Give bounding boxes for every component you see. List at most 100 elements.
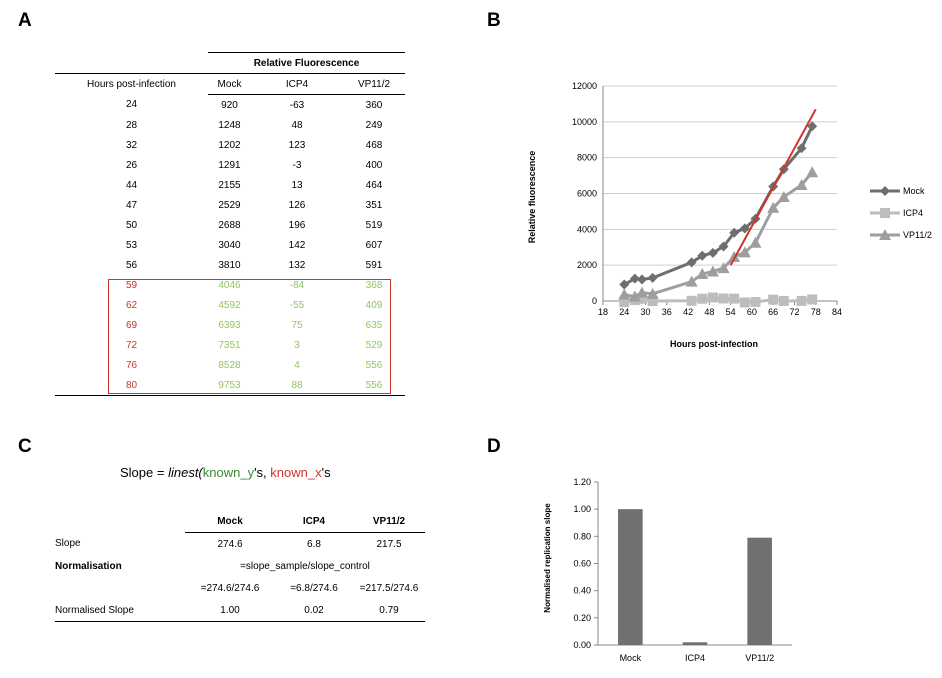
hours-cell: 62 bbox=[125, 299, 138, 311]
table-row: 76 8528 4 556 bbox=[55, 355, 405, 375]
data-point bbox=[807, 121, 818, 132]
value-cell: 2529 bbox=[218, 199, 241, 211]
table-row: Normalisation =slope_sample/slope_contro… bbox=[55, 555, 425, 577]
data-point bbox=[796, 143, 807, 154]
value-cell: 75 bbox=[291, 319, 303, 331]
value-cell: 88 bbox=[251, 375, 343, 396]
series-group bbox=[618, 121, 819, 308]
x-tick-label: 42 bbox=[683, 307, 693, 317]
data-point bbox=[628, 290, 641, 302]
value-cell: -3 bbox=[292, 159, 302, 171]
legend-marker bbox=[879, 229, 891, 240]
x-tick-label: VP11/2 bbox=[745, 653, 774, 663]
data-point bbox=[696, 268, 709, 280]
value-cell: 2688 bbox=[218, 219, 241, 231]
value-cell: 126 bbox=[288, 199, 306, 211]
hours-cell: 50 bbox=[125, 219, 138, 231]
normalised-vp11: 0.79 bbox=[353, 599, 425, 622]
table-row: =274.6/274.6 =6.8/274.6 =217.5/274.6 bbox=[55, 577, 425, 599]
table-row: 50 2688 196 519 bbox=[55, 215, 405, 235]
value-cell: 400 bbox=[365, 159, 383, 171]
data-point bbox=[806, 166, 819, 178]
value-cell: 123 bbox=[288, 139, 306, 151]
value-cell: 529 bbox=[365, 339, 383, 351]
panel-label-d: D bbox=[487, 436, 501, 457]
table-row: 24 920 -63 360 bbox=[55, 95, 405, 116]
table-row: Slope 274.6 6.8 217.5 bbox=[55, 533, 425, 556]
data-point bbox=[768, 294, 779, 305]
trendline bbox=[729, 108, 817, 266]
bars bbox=[618, 509, 772, 645]
y-tick-labels: 0.00 0.20 0.40 0.60 0.80 1.00 1.20 bbox=[573, 477, 591, 650]
table-row: Normalised Slope 1.00 0.02 0.79 bbox=[55, 599, 425, 622]
norm-expr-mock: =274.6/274.6 bbox=[200, 582, 260, 594]
table-row: 44 2155 13 464 bbox=[55, 175, 405, 195]
data-point bbox=[647, 296, 658, 307]
row-header: Hours post-infection bbox=[55, 73, 208, 95]
data-point bbox=[729, 293, 740, 304]
value-cell: 464 bbox=[365, 179, 383, 191]
value-cell: 409 bbox=[365, 299, 383, 311]
table-row: 69 6393 75 635 bbox=[55, 315, 405, 335]
fluorescence-table: Relative Fluorescence Hours post-infecti… bbox=[55, 52, 405, 396]
value-cell: 1202 bbox=[218, 139, 241, 151]
hours-cell: 28 bbox=[125, 119, 138, 131]
data-point bbox=[646, 287, 659, 299]
x-tick-label: Mock bbox=[620, 653, 642, 663]
formula-suffix: 's bbox=[321, 465, 331, 480]
y-axis-label: Relative fluorescence bbox=[527, 151, 537, 244]
row-label-normalised: Normalised Slope bbox=[55, 599, 185, 622]
value-cell: 1291 bbox=[218, 159, 241, 171]
hours-cell: 76 bbox=[125, 359, 138, 371]
data-point bbox=[739, 297, 750, 308]
formula-known-y: known_y bbox=[202, 465, 255, 480]
x-tick-label: 54 bbox=[726, 307, 736, 317]
table-row: 59 4046 -84 368 bbox=[55, 275, 405, 295]
value-cell: 368 bbox=[365, 279, 383, 291]
formula-prefix: Slope = bbox=[120, 465, 169, 480]
value-cell: 468 bbox=[365, 139, 383, 151]
hours-cell: 44 bbox=[125, 179, 138, 191]
y-tick-label: 1.00 bbox=[573, 504, 591, 514]
data-point bbox=[750, 296, 761, 307]
formula-known-x: known_x bbox=[270, 465, 322, 480]
value-cell: 8528 bbox=[218, 359, 241, 371]
column-header-icp4: ICP4 bbox=[251, 73, 343, 95]
data-point bbox=[686, 295, 697, 306]
legend-label: Mock bbox=[903, 186, 925, 196]
column-header-mock: Mock bbox=[185, 510, 275, 533]
data-point bbox=[718, 241, 729, 252]
y-tick-label: 1.20 bbox=[573, 477, 591, 487]
data-point bbox=[778, 295, 789, 306]
hours-cell: 80 bbox=[55, 375, 208, 396]
y-tick-label: 10000 bbox=[572, 117, 597, 127]
table-row: 47 2529 126 351 bbox=[55, 195, 405, 215]
legend-marker bbox=[880, 186, 890, 196]
data-point bbox=[619, 297, 630, 308]
value-cell: 920 bbox=[221, 99, 238, 111]
table-row: 56 3810 132 591 bbox=[55, 255, 405, 275]
normalised-icp4: 0.02 bbox=[275, 599, 353, 622]
y-tick-label: 0.00 bbox=[573, 640, 591, 650]
slope-mock: 274.6 bbox=[217, 538, 243, 550]
panel-label-c: C bbox=[18, 436, 32, 457]
hours-cell: 26 bbox=[125, 159, 138, 171]
value-cell: 556 bbox=[365, 359, 383, 371]
value-cell: -55 bbox=[289, 299, 305, 311]
value-cell: 3040 bbox=[218, 239, 241, 251]
value-cell: 4592 bbox=[218, 299, 241, 311]
value-cell: 13 bbox=[291, 179, 303, 191]
value-cell: 607 bbox=[365, 239, 383, 251]
value-cell: 1248 bbox=[218, 119, 241, 131]
y-tick-label: 0.40 bbox=[573, 586, 591, 596]
hours-cell: 32 bbox=[125, 139, 138, 151]
data-point bbox=[636, 286, 648, 298]
table-row: 72 7351 3 529 bbox=[55, 335, 405, 355]
legend-label: ICP4 bbox=[903, 208, 923, 218]
y-tick-label: 4000 bbox=[577, 224, 597, 234]
table-row: 80 9753 88 556 bbox=[55, 375, 405, 396]
normalised-mock: 1.00 bbox=[185, 599, 275, 622]
x-tick-label: 36 bbox=[662, 307, 672, 317]
